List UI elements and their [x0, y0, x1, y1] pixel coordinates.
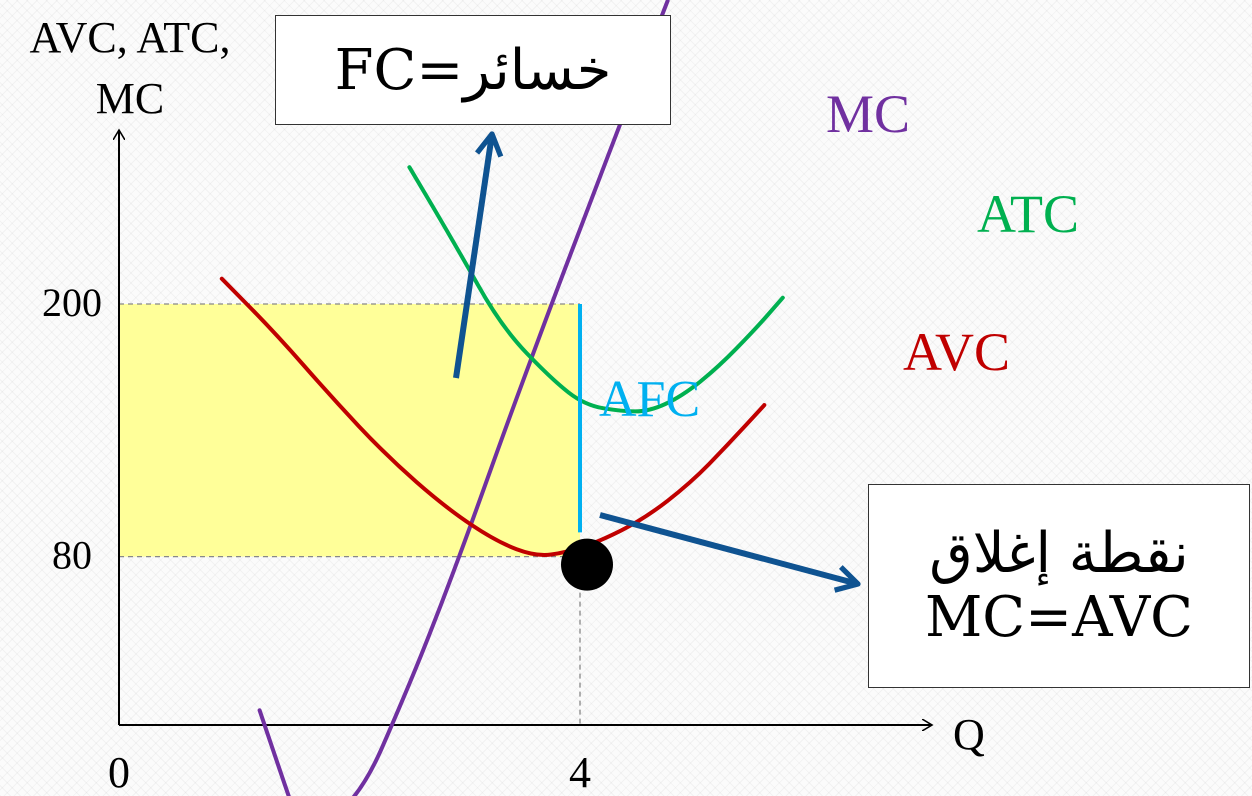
fc-loss-box: FC=خسائر	[275, 15, 671, 125]
afc-label: AFC	[599, 371, 700, 428]
fc-loss-arrow	[453, 131, 504, 379]
shutdown-point-marker	[561, 538, 613, 591]
avc-label: AVC	[903, 322, 1010, 382]
atc-label: ATC	[977, 184, 1079, 244]
shutdown-title: نقطة إغلاق	[929, 520, 1189, 586]
axis-ticks: 80 200 4	[42, 280, 591, 796]
shutdown-arrow	[599, 512, 861, 593]
shutdown-equation: MC=AVC	[924, 585, 1194, 650]
shutdown-box: نقطة إغلاق MC=AVC	[868, 484, 1250, 688]
x-axis-label: Q	[953, 710, 985, 759]
x-tick-4: 4	[569, 748, 591, 796]
y-tick-80: 80	[52, 533, 92, 578]
curve-labels: MC ATC AVC	[826, 84, 1079, 382]
y-axis-label-line1: AVC, ATC,	[30, 13, 231, 62]
fixed-cost-loss-area	[119, 304, 580, 557]
avc-curve	[219, 276, 767, 557]
mc-label: MC	[826, 84, 910, 144]
y-axis-label-line2: MC	[96, 74, 164, 123]
y-tick-200: 200	[42, 280, 102, 325]
fc-loss-text: FC=خسائر	[334, 37, 612, 103]
mc-curve	[257, 0, 670, 796]
origin-label: 0	[108, 748, 130, 796]
